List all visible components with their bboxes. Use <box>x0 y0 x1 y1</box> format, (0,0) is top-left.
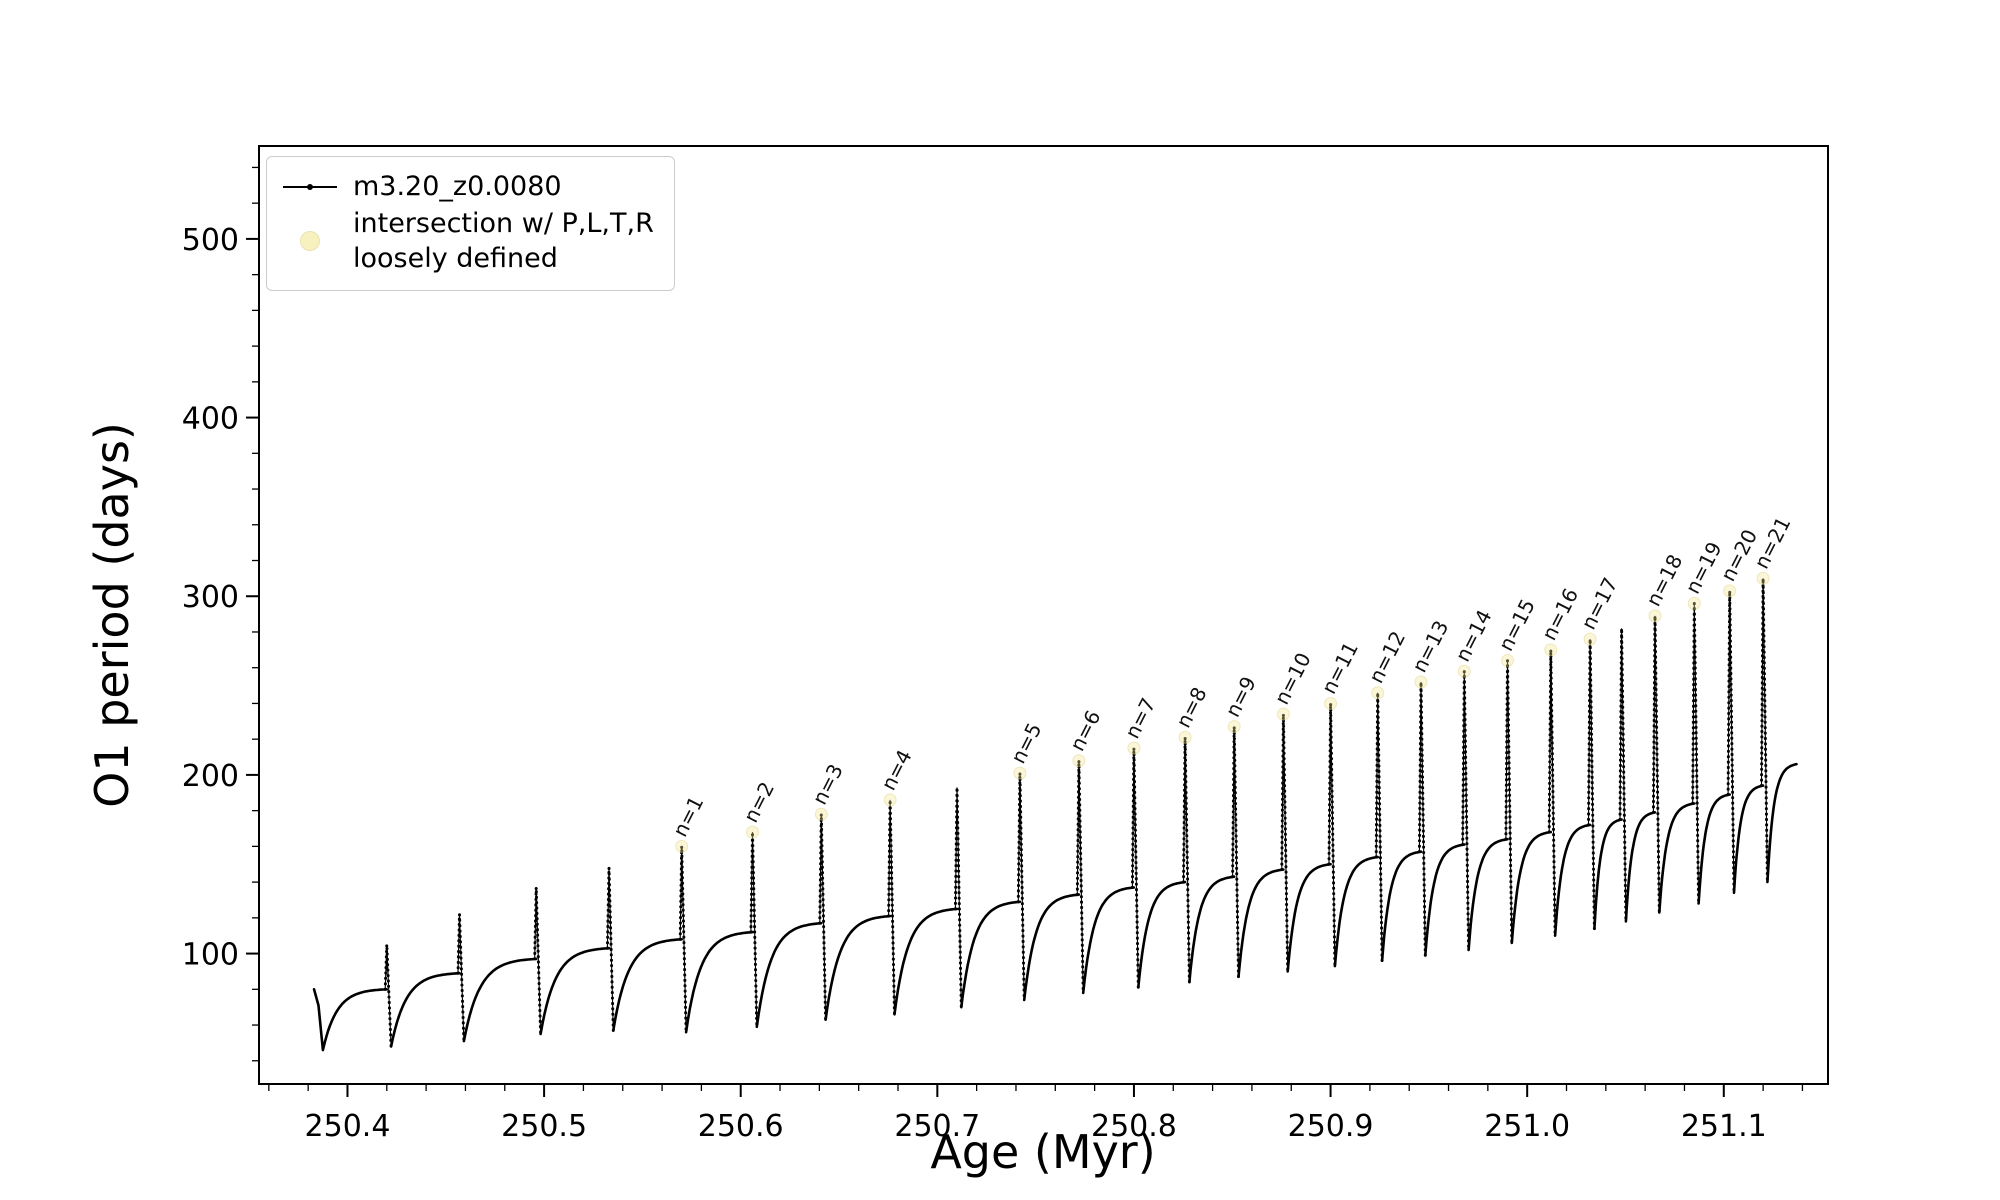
intersection-marker <box>883 793 897 807</box>
pulse-number-label: n=7 <box>1120 694 1161 742</box>
y-tick-label: 400 <box>182 402 239 437</box>
intersection-marker <box>1723 584 1737 598</box>
x-tick-label: 251.1 <box>1681 1109 1767 1144</box>
intersection-marker <box>1544 643 1558 657</box>
pulse-number-label: n=11 <box>1317 638 1363 698</box>
x-tick-label: 250.4 <box>305 1109 391 1144</box>
intersection-marker <box>746 825 760 839</box>
pulse-number-label: n=5 <box>1006 719 1047 767</box>
x-tick-label: 251.0 <box>1484 1109 1570 1144</box>
intersection-marker <box>1648 609 1662 623</box>
pulse-number-label: n=8 <box>1171 683 1212 731</box>
x-tick-label: 250.6 <box>698 1109 784 1144</box>
intersection-marker <box>1127 741 1141 755</box>
intersection-marker <box>1687 596 1701 610</box>
pulse-number-label: n=14 <box>1450 606 1496 666</box>
intersection-marker <box>1756 571 1770 585</box>
intersection-marker <box>1583 632 1597 646</box>
intersection-marker <box>1178 730 1192 744</box>
intersection-marker <box>1276 707 1290 721</box>
legend-intersection-label-line1: intersection w/ P,L,T,R <box>353 208 654 240</box>
y-tick-label: 300 <box>182 580 239 615</box>
legend-series-label: m3.20_z0.0080 <box>353 171 562 202</box>
axis-ticks: 250.4 250.5 250.6 250.7 250.8 250.9 251.0 251.1… <box>182 166 1804 1144</box>
legend-entry-intersection: intersection w/ P,L,T,R loosely defined <box>281 206 654 276</box>
y-tick-label: 100 <box>182 938 239 973</box>
intersection-marker <box>1013 766 1027 780</box>
series-baseline <box>312 762 1798 1052</box>
line-marker-icon <box>281 183 339 190</box>
intersection-marker <box>1227 720 1241 734</box>
x-tick-label: 250.7 <box>894 1109 980 1144</box>
pulse-number-label: n=1 <box>668 792 709 840</box>
intersection-marker-icon <box>281 231 339 252</box>
pulse-number-label: n=10 <box>1269 649 1315 709</box>
pulse-number-label: n=2 <box>739 778 780 826</box>
series-spikes-dots <box>383 578 1769 1048</box>
y-axis-label: O1 period (days) <box>85 422 139 808</box>
x-tick-label: 250.5 <box>501 1109 587 1144</box>
series-spikes-core <box>384 578 1768 1047</box>
pulse-number-label: n=17 <box>1576 574 1622 634</box>
x-axis-label: Age (Myr) <box>930 1125 1156 1179</box>
pulse-number-label: n=12 <box>1364 627 1410 687</box>
legend-entry-series: m3.20_z0.0080 <box>281 169 654 204</box>
x-tick-label: 250.9 <box>1288 1109 1374 1144</box>
axes-frame <box>258 145 1829 1085</box>
intersection-marker <box>1371 686 1385 700</box>
intersection-marker <box>1457 664 1471 678</box>
intersection-marker <box>675 839 689 853</box>
pulse-number-label: n=4 <box>876 746 917 794</box>
intersection-marker <box>1414 675 1428 689</box>
annotation-labels: n=1 n=2 n=3 n=4n=5 n=6 n=7 n=8 n=9 n=10 n=11 n=12n… <box>668 513 1796 841</box>
series-group <box>312 571 1798 1052</box>
pulse-number-label: n=9 <box>1220 672 1261 720</box>
y-tick-label: 500 <box>182 223 239 258</box>
legend-intersection-label-line2: loosely defined <box>353 243 558 275</box>
pulse-number-label: n=18 <box>1641 550 1687 610</box>
intersection-marker <box>1072 754 1086 768</box>
x-tick-label: 250.8 <box>1091 1109 1177 1144</box>
intersection-marker <box>814 807 828 821</box>
intersection-marker <box>1501 654 1515 668</box>
pulse-number-label: n=16 <box>1537 584 1583 644</box>
y-tick-label: 200 <box>182 759 239 794</box>
intersection-marker <box>1324 696 1338 710</box>
pulse-number-label: n=15 <box>1494 595 1540 655</box>
pulse-number-label: n=6 <box>1065 706 1106 754</box>
legend: m3.20_z0.0080 intersection w/ P,L,T,R lo… <box>266 156 675 292</box>
pulse-number-label: n=3 <box>807 760 848 808</box>
pulse-number-label: n=13 <box>1407 616 1453 676</box>
